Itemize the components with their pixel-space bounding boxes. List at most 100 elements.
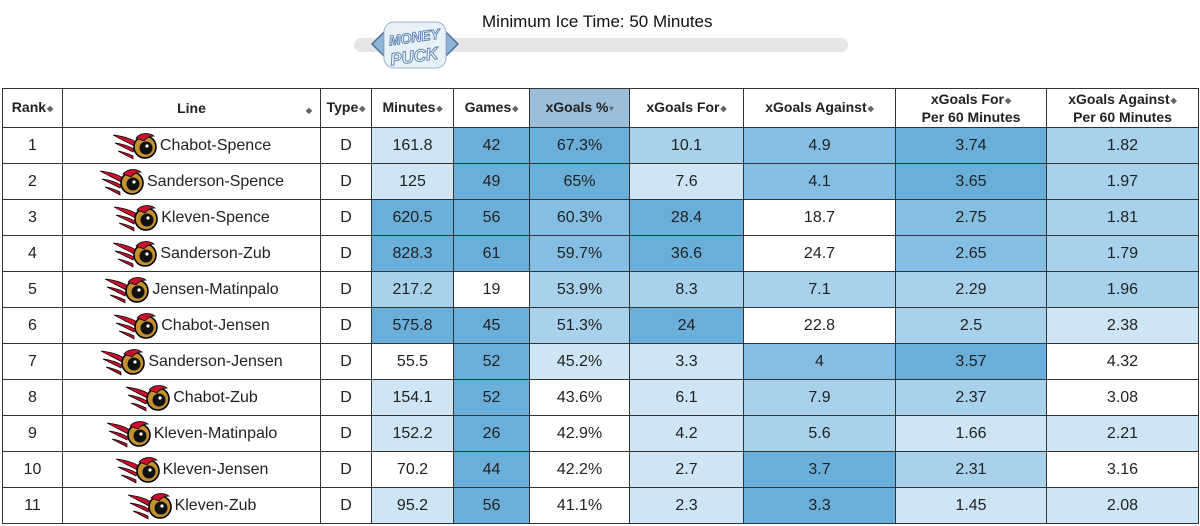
type-cell: D xyxy=(320,127,372,164)
table-row: 9 Kleven-Matinpalo D 152.2 26 42.9% 4.2 5.6 1.66… xyxy=(2,415,1199,452)
games-cell: 61 xyxy=(453,235,530,272)
header-xgoals-for-per-60[interactable]: xGoals For◆ Per 60 Minutes xyxy=(895,88,1047,128)
xgoals-against-cell: 22.8 xyxy=(743,307,896,344)
xgoals-pct-cell: 45.2% xyxy=(529,343,630,380)
lines-stats-table: Rank◆ Line ◆ Type◆ Minutes◆ Games◆ xGoals… xyxy=(2,88,1199,524)
sort-icon: ◆ xyxy=(1004,95,1012,105)
sort-icon: ◆ xyxy=(867,103,874,113)
ice-time-slider-area: Minimum Ice Time: 50 Minutes MONEY PUCK xyxy=(0,0,1200,84)
ottawa-senators-logo-icon xyxy=(100,346,146,378)
xgoals-for-per-60-cell: 2.31 xyxy=(895,451,1047,488)
games-cell: 52 xyxy=(453,343,530,380)
xgoals-for-per-60-cell: 1.45 xyxy=(895,487,1047,524)
games-cell: 26 xyxy=(453,415,530,452)
rank-cell: 3 xyxy=(2,199,63,236)
xgoals-against-cell: 4 xyxy=(743,343,896,380)
type-cell: D xyxy=(320,199,372,236)
line-cell: Chabot-Jensen xyxy=(62,307,321,344)
rank-cell: 9 xyxy=(2,415,63,452)
games-cell: 42 xyxy=(453,127,530,164)
header-xgoals-against-per-60[interactable]: xGoals Against◆ Per 60 Minutes xyxy=(1046,88,1199,128)
xgoals-against-per-60-cell: 1.97 xyxy=(1046,163,1199,200)
line-cell: Chabot-Zub xyxy=(62,379,321,416)
games-cell: 19 xyxy=(453,271,530,308)
table-row: 11 Kleven-Zub D 95.2 56 41.1% 2.3 3.3 1.45 2.08 xyxy=(2,487,1199,524)
minutes-cell: 575.8 xyxy=(371,307,454,344)
line-cell: Jensen-Matinpalo xyxy=(62,271,321,308)
rank-cell: 4 xyxy=(2,235,63,272)
rank-cell: 6 xyxy=(2,307,63,344)
type-cell: D xyxy=(320,271,372,308)
xgoals-against-per-60-cell: 4.32 xyxy=(1046,343,1199,380)
line-name: Chabot-Jensen xyxy=(161,316,270,334)
header-rank[interactable]: Rank◆ xyxy=(2,88,63,128)
sort-icon: ◆ xyxy=(359,103,366,113)
xgoals-pct-cell: 43.6% xyxy=(529,379,630,416)
xgoals-for-cell: 36.6 xyxy=(629,235,744,272)
header-xgoals-for[interactable]: xGoals For◆ xyxy=(629,88,744,128)
table-row: 10 Kleven-Jensen D 70.2 44 42.2% 2.7 3.7 2.31 3.1… xyxy=(2,451,1199,488)
xgoals-against-per-60-cell: 3.16 xyxy=(1046,451,1199,488)
line-name: Sanderson-Jensen xyxy=(148,352,283,370)
line-cell: Sanderson-Zub xyxy=(62,235,321,272)
header-games[interactable]: Games◆ xyxy=(453,88,530,128)
line-name: Chabot-Spence xyxy=(159,136,272,154)
header-minutes[interactable]: Minutes◆ xyxy=(371,88,454,128)
minutes-cell: 125 xyxy=(371,163,454,200)
line-name: Kleven-Spence xyxy=(161,208,270,226)
line-cell: Kleven-Zub xyxy=(62,487,321,524)
xgoals-for-cell: 2.7 xyxy=(629,451,744,488)
xgoals-for-cell: 6.1 xyxy=(629,379,744,416)
header-type[interactable]: Type◆ xyxy=(320,88,372,128)
ottawa-senators-logo-icon xyxy=(125,382,171,414)
xgoals-for-per-60-cell: 3.57 xyxy=(895,343,1047,380)
line-name: Kleven-Matinpalo xyxy=(153,424,278,442)
xgoals-for-cell: 4.2 xyxy=(629,415,744,452)
games-cell: 56 xyxy=(453,487,530,524)
xgoals-pct-cell: 59.7% xyxy=(529,235,630,272)
table-header-row: Rank◆ Line ◆ Type◆ Minutes◆ Games◆ xGoals… xyxy=(2,88,1199,128)
type-cell: D xyxy=(320,379,372,416)
rank-cell: 10 xyxy=(2,451,63,488)
games-cell: 44 xyxy=(453,451,530,488)
xgoals-against-per-60-cell: 2.21 xyxy=(1046,415,1199,452)
xgoals-for-per-60-cell: 2.75 xyxy=(895,199,1047,236)
xgoals-for-per-60-cell: 1.66 xyxy=(895,415,1047,452)
xgoals-for-per-60-cell: 3.74 xyxy=(895,127,1047,164)
xgoals-for-per-60-cell: 2.65 xyxy=(895,235,1047,272)
games-cell: 52 xyxy=(453,379,530,416)
sort-icon: ◆ xyxy=(1170,95,1177,105)
type-cell: D xyxy=(320,307,372,344)
minutes-cell: 95.2 xyxy=(371,487,454,524)
moneypuck-slider-handle[interactable]: MONEY PUCK xyxy=(370,14,460,76)
moneypuck-logo-icon: MONEY PUCK xyxy=(370,21,460,70)
xgoals-for-per-60-cell: 2.5 xyxy=(895,307,1047,344)
rank-cell: 1 xyxy=(2,127,63,164)
ottawa-senators-logo-icon xyxy=(112,238,158,270)
table-body: 1 Chabot-Spence D 161.8 42 67.3% 10.1 4.9 3.74 1.… xyxy=(2,127,1199,524)
type-cell: D xyxy=(320,451,372,488)
ice-time-slider-track[interactable] xyxy=(354,38,848,52)
xgoals-pct-cell: 41.1% xyxy=(529,487,630,524)
line-name: Jensen-Matinpalo xyxy=(152,280,279,298)
xgoals-against-cell: 24.7 xyxy=(743,235,896,272)
type-cell: D xyxy=(320,343,372,380)
sort-icon: ◆ xyxy=(305,106,312,115)
ottawa-senators-logo-icon xyxy=(115,454,161,486)
xgoals-pct-cell: 51.3% xyxy=(529,307,630,344)
xgoals-against-cell: 4.1 xyxy=(743,163,896,200)
sort-icon: ◆ xyxy=(512,103,519,113)
games-cell: 45 xyxy=(453,307,530,344)
xgoals-against-per-60-cell: 1.81 xyxy=(1046,199,1199,236)
header-line[interactable]: Line ◆ xyxy=(62,88,321,128)
line-cell: Sanderson-Spence xyxy=(62,163,321,200)
sort-icon: ◆ xyxy=(436,103,443,113)
xgoals-for-cell: 2.3 xyxy=(629,487,744,524)
line-name: Chabot-Zub xyxy=(173,388,258,406)
xgoals-pct-cell: 42.9% xyxy=(529,415,630,452)
xgoals-pct-cell: 53.9% xyxy=(529,271,630,308)
header-xgoals-against[interactable]: xGoals Against◆ xyxy=(743,88,896,128)
xgoals-for-per-60-cell: 3.65 xyxy=(895,163,1047,200)
header-xgoals-pct[interactable]: xGoals %▾ xyxy=(529,88,630,128)
games-cell: 56 xyxy=(453,199,530,236)
